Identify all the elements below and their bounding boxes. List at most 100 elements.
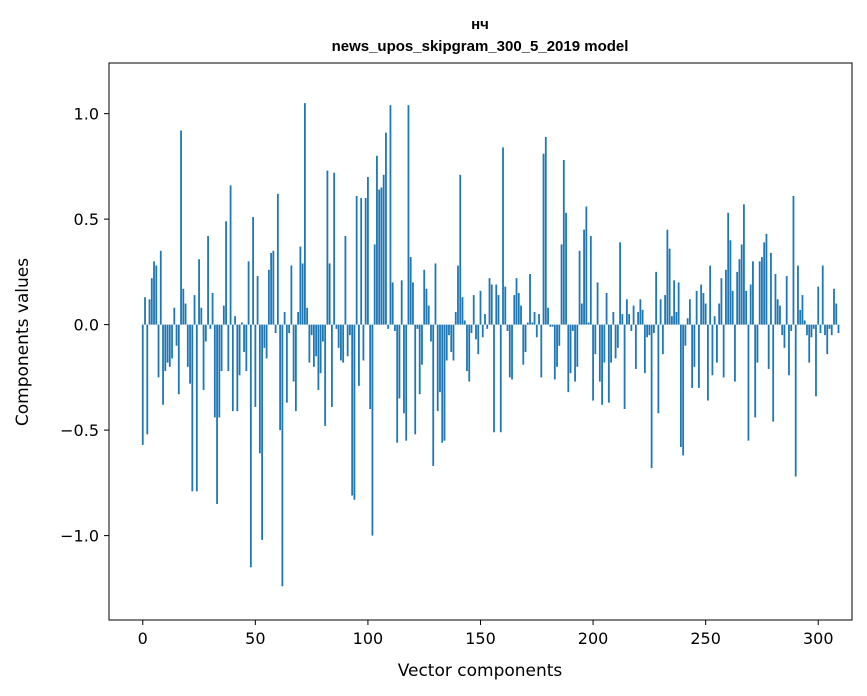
bar-292 (799, 309, 802, 325)
bar-257 (720, 278, 723, 325)
bar-118 (407, 105, 410, 325)
bar-51 (256, 276, 259, 325)
bar-65 (288, 324, 291, 334)
y-tick-label: 0.5 (74, 210, 99, 229)
bar-252 (709, 265, 712, 325)
bar-154 (488, 278, 491, 325)
bar-208 (610, 324, 612, 363)
bar-234 (668, 248, 671, 325)
bar-28 (204, 324, 207, 342)
bar-303 (824, 324, 826, 336)
bar-140 (457, 265, 459, 325)
bar-14 (173, 307, 176, 325)
bar-155 (490, 284, 493, 325)
bar-308 (835, 303, 838, 325)
bar-305 (828, 324, 831, 329)
bar-302 (821, 265, 824, 325)
bar-75 (310, 324, 313, 336)
bar-138 (452, 324, 455, 361)
bar-41 (234, 316, 236, 325)
bar-74 (308, 324, 311, 363)
bar-276 (763, 242, 766, 325)
bar-128 (430, 324, 432, 342)
bar-36 (222, 305, 225, 325)
bar-126 (425, 288, 428, 325)
bar-145 (468, 324, 471, 382)
x-tick-label: 100 (353, 629, 384, 648)
bar-152 (484, 314, 486, 325)
bar-224 (646, 324, 649, 338)
bar-70 (299, 246, 302, 325)
bar-201 (594, 324, 597, 355)
bar-167 (517, 292, 520, 325)
bar-275 (761, 257, 763, 325)
bar-177 (540, 324, 543, 378)
bar-105 (378, 189, 381, 325)
bar-254 (713, 316, 716, 325)
bar-309 (837, 324, 840, 334)
bar-268 (745, 290, 748, 325)
bar-115 (400, 280, 403, 325)
bar-91 (346, 324, 349, 357)
bar-168 (520, 305, 522, 325)
bar-101 (369, 324, 372, 410)
bar-59 (274, 324, 277, 334)
bar-164 (511, 324, 513, 380)
bar-87 (337, 324, 340, 348)
bar-57 (270, 252, 273, 325)
bar-195 (580, 303, 583, 325)
bar-189 (567, 324, 570, 393)
bar-1 (144, 297, 146, 325)
bar-26 (200, 307, 203, 325)
bar-77 (315, 324, 318, 357)
bar-68 (294, 324, 297, 412)
bar-66 (290, 265, 293, 325)
bar-30 (209, 324, 212, 329)
bar-297 (810, 324, 813, 338)
bar-50 (254, 324, 257, 407)
bar-42 (236, 324, 239, 412)
bar-158 (497, 295, 500, 325)
bar-193 (576, 324, 579, 367)
bar-20 (186, 324, 189, 367)
bar-136 (448, 324, 450, 336)
bar-273 (756, 324, 759, 363)
bar-43 (238, 324, 241, 376)
bar-47 (247, 261, 250, 325)
bar-32 (213, 324, 216, 418)
bar-4 (150, 278, 153, 325)
bar-102 (371, 324, 374, 536)
bar-289 (792, 195, 795, 325)
bar-200 (592, 324, 594, 401)
bar-192 (574, 324, 576, 382)
bar-290 (794, 324, 797, 477)
bar-95 (355, 195, 358, 325)
bar-296 (808, 324, 811, 363)
bar-44 (240, 322, 243, 325)
bar-209 (612, 311, 615, 325)
bar-182 (551, 324, 554, 327)
bar-15 (175, 324, 178, 346)
bar-265 (738, 259, 741, 325)
bar-52 (258, 324, 261, 454)
bar-205 (603, 324, 606, 363)
bar-7 (157, 324, 160, 378)
bar-218 (632, 305, 635, 325)
bar-180 (547, 307, 549, 325)
bar-259 (725, 269, 727, 325)
bar-132 (439, 324, 441, 393)
bar-130 (434, 263, 437, 325)
bar-206 (605, 292, 608, 325)
bar-96 (358, 324, 360, 386)
bar-97 (360, 198, 363, 325)
bar-64 (285, 324, 288, 403)
bar-191 (571, 324, 574, 331)
bar-231 (661, 324, 664, 355)
bar-291 (797, 265, 799, 325)
bar-38 (227, 324, 230, 372)
bar-39 (229, 185, 232, 325)
bar-146 (470, 324, 473, 334)
bar-29 (207, 236, 209, 325)
bar-216 (628, 314, 630, 325)
